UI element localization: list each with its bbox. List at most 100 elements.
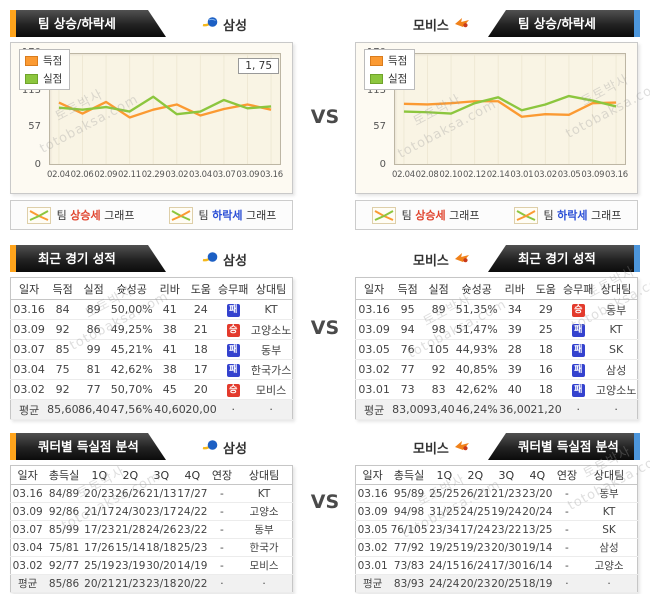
table-cell: 85 bbox=[47, 339, 79, 360]
table-cell: · bbox=[581, 574, 638, 593]
lose-badge: 패 bbox=[226, 364, 240, 377]
table-cell: 패 bbox=[561, 339, 596, 360]
lose-badge: 패 bbox=[571, 364, 585, 377]
y-tick-label: 57 bbox=[28, 121, 41, 132]
table-cell: 81 bbox=[78, 359, 110, 380]
win-badge: 승 bbox=[226, 384, 240, 397]
table-cell: 21/23 bbox=[490, 484, 522, 503]
team-name: 모비스 bbox=[413, 442, 449, 457]
table-cell: KT bbox=[250, 299, 293, 320]
table-row: 03.02 92 77 50,70% 45 20 승 모비스 bbox=[10, 379, 293, 400]
column-header: 1Q bbox=[83, 465, 115, 485]
table-cell: 20/24 bbox=[521, 502, 553, 521]
x-tick-label: 03.04 bbox=[189, 170, 212, 180]
column-header: 총득실 bbox=[389, 465, 429, 485]
graph-note-strip: 팀 상승세 그래프 팀 하락세 그래프 bbox=[10, 200, 293, 230]
table-cell: 03.07 bbox=[10, 339, 48, 360]
table-cell: 03.16 bbox=[355, 484, 390, 503]
x-tick-label: 02.04 bbox=[47, 170, 70, 180]
table-cell: 20,00 bbox=[185, 399, 217, 420]
lose-badge: 패 bbox=[571, 344, 585, 357]
column-header: 득점 bbox=[392, 277, 424, 300]
table-cell: 20/22 bbox=[176, 574, 208, 593]
table-cell: · bbox=[236, 574, 293, 593]
trend-graph-icon bbox=[168, 206, 193, 224]
table-cell: 평균 bbox=[355, 399, 393, 420]
table-cell: 고양소노 bbox=[595, 379, 638, 400]
legend-item: 실점 bbox=[370, 71, 407, 86]
table-cell: 17/26 bbox=[83, 538, 115, 557]
series-실점 bbox=[403, 94, 617, 115]
legend-label: 실점 bbox=[388, 73, 408, 85]
blue-accent-bar bbox=[634, 245, 640, 272]
table-cell: 41 bbox=[154, 299, 186, 320]
column-header: 3Q bbox=[145, 465, 177, 485]
rise-note: 팀 상승세 그래프 bbox=[371, 206, 480, 224]
table-row: 03.16 84/89 20/23 26/26 21/13 17/27- KT bbox=[10, 484, 293, 503]
orange-accent-bar bbox=[10, 433, 16, 460]
column-header: 상대팀 bbox=[236, 465, 293, 485]
team-chip-samsung: 삼성 bbox=[202, 15, 247, 34]
table-cell: 20 bbox=[185, 379, 217, 400]
legend-swatch bbox=[370, 55, 383, 66]
x-tick-label: 03.02 bbox=[534, 170, 557, 180]
x-tick-label: 02.08 bbox=[415, 170, 439, 180]
orange-accent-bar bbox=[10, 10, 16, 37]
table-cell: SK bbox=[595, 339, 638, 360]
x-tick-label: 03.16 bbox=[605, 170, 628, 180]
column-header: 2Q bbox=[114, 465, 146, 485]
x-tick-label: 03.09 bbox=[236, 170, 260, 180]
table-cell: 76/105 bbox=[389, 520, 429, 539]
quarter-panel-left: 쿼터별 득실점 분석 삼성 일자 총득실 1Q 2Q 3Q 4Q 연장 상대팀 03.16 84/… bbox=[10, 433, 295, 593]
table-cell: 50,70% bbox=[109, 379, 155, 400]
team-name: 모비스 bbox=[413, 19, 449, 34]
table-cell: 24/25 bbox=[459, 502, 491, 521]
lose-badge: 패 bbox=[226, 304, 240, 317]
recent-header-left: 최근 경기 성적 삼성 bbox=[10, 245, 295, 272]
table-cell: 94 bbox=[392, 319, 424, 340]
column-header: 득점 bbox=[47, 277, 79, 300]
table-header-row: 일자 총득실 1Q 2Q 3Q 4Q 연장 상대팀 bbox=[10, 465, 293, 485]
x-tick-label: 02.14 bbox=[486, 170, 510, 180]
table-cell: 23/19 bbox=[114, 556, 146, 575]
table-cell: 92 bbox=[423, 359, 455, 380]
table-row: 03.02 77 92 40,85% 39 16 패 삼성 bbox=[355, 359, 638, 380]
mobis-mascot-icon bbox=[454, 251, 471, 268]
chart-plot-area[interactable] bbox=[394, 53, 626, 165]
recent-panel-left: 최근 경기 성적 삼성 일자 득점 실점 슛성공 리바 도움 승무패 상대팀 03.16 84 89… bbox=[10, 245, 295, 425]
quarter-header-right: 모비스 쿼터별 득실점 분석 bbox=[355, 433, 640, 460]
table-cell: 21/13 bbox=[145, 484, 177, 503]
table-cell: 92 bbox=[47, 319, 79, 340]
quarter-analysis-section: 쿼터별 득실점 분석 삼성 일자 총득실 1Q 2Q 3Q 4Q 연장 상대팀 03.16 84/… bbox=[10, 433, 640, 593]
column-header: 실점 bbox=[78, 277, 110, 300]
section-title-tab: 쿼터별 득실점 분석 bbox=[488, 433, 634, 460]
table-cell: 고양소 bbox=[581, 556, 638, 575]
table-cell: 16 bbox=[530, 359, 562, 380]
table-cell: 25 bbox=[530, 319, 562, 340]
table-cell: 20/23 bbox=[459, 574, 491, 593]
quarter-panel-right: 모비스 쿼터별 득실점 분석 일자 총득실 1Q 2Q 3Q 4Q 연장 상대팀 03.16 95… bbox=[355, 433, 640, 593]
table-cell: 동부 bbox=[581, 484, 638, 503]
table-row: 03.02 77/92 19/25 19/23 20/30 19/14- 삼성 bbox=[355, 538, 638, 557]
table-cell: 03.01 bbox=[355, 556, 390, 575]
win-badge: 승 bbox=[226, 324, 240, 337]
section-title-tab: 팀 상승/하락세 bbox=[16, 10, 166, 37]
table-cell: 16/14 bbox=[521, 556, 553, 575]
table-row: 03.01 73/83 24/15 16/24 17/30 16/14- 고양소 bbox=[355, 556, 638, 575]
table-row: 03.16 95 89 51,35% 34 29 승 동부 bbox=[355, 299, 638, 320]
table-cell: 18 bbox=[530, 339, 562, 360]
table-cell: - bbox=[207, 538, 237, 557]
table-cell: 94/98 bbox=[389, 502, 429, 521]
table-cell: 30/20 bbox=[145, 556, 177, 575]
table-cell: 77 bbox=[78, 379, 110, 400]
table-cell: 패 bbox=[561, 359, 596, 380]
column-header: 일자 bbox=[10, 465, 45, 485]
trend-line-chart[interactable] bbox=[395, 54, 625, 164]
chart-plot-area[interactable] bbox=[49, 53, 281, 165]
table-cell: 23/22 bbox=[490, 520, 522, 539]
table-cell: 20/30 bbox=[490, 538, 522, 557]
